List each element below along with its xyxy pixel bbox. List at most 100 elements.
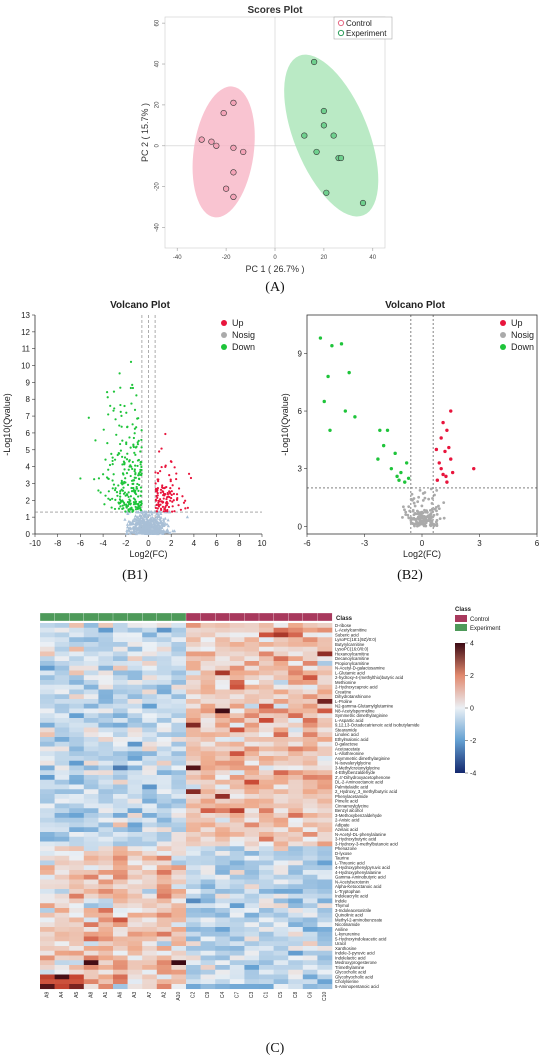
heatmap-cell [98,632,114,638]
heatmap-cell [302,646,318,652]
heatmap-cell [215,969,231,975]
nosig-point [154,531,158,535]
heatmap-cell [98,903,114,909]
heatmap-cell [259,908,274,914]
down-point [113,507,117,511]
heatmap-cell [142,784,158,790]
nosig-point [142,510,147,514]
heatmap-cell [259,661,274,667]
row-label: N2-gamma-Glutamylglutamine [335,704,394,709]
heatmap-cell [171,860,187,866]
down-point [107,497,110,500]
heatmap-cell [156,822,172,828]
heatmap-cell [215,689,231,695]
heatmap-cell [259,836,274,842]
up-point [166,496,169,499]
down-point [132,489,135,492]
heatmap-cell [54,646,70,652]
row-label: Palmitelaidic acid [335,784,369,789]
heatmap-cell [200,874,216,880]
heatmap-cell [229,846,245,852]
heatmap-cell [302,813,318,819]
heatmap-cell [98,775,114,781]
heatmap-cell [244,713,260,719]
heatmap-cell [200,941,216,947]
heatmap-cell [273,827,289,833]
up-point [159,470,162,473]
heatmap-cell [171,884,187,890]
x-tick-label: 0 [273,255,277,261]
row-label: Thymol [335,903,349,908]
heatmap-cell [127,827,143,833]
up-point [169,479,172,483]
heatmap-cell [317,703,333,709]
nosig-point [166,530,170,534]
heatmap-cell [40,955,55,961]
nosig-point [125,525,130,529]
down-point [127,502,130,506]
heatmap-cell [156,637,172,643]
heatmap-cell [113,798,128,804]
heatmap-cell [69,860,85,866]
heatmap-cell [273,684,289,690]
chart-title: Scores Plot [247,5,303,16]
heatmap-cell [200,675,216,681]
nosig-point [137,521,142,525]
heatmap-cell [127,798,143,804]
down-point [125,441,128,444]
heatmap-cell [171,960,187,966]
heatmap-cell [244,955,260,961]
heatmap-cell [200,722,216,728]
heatmap-cell [244,969,260,975]
experiment-point [337,154,345,162]
heatmap-cell [244,903,260,909]
heatmap-cell [54,969,70,975]
heatmap-cell [288,737,304,743]
y-tick-label: -20 [155,182,161,191]
heatmap-cell [83,808,99,814]
heatmap-cell [127,841,143,847]
down-point [131,423,134,426]
heatmap-cell [186,746,201,752]
heatmap-cell [288,860,304,866]
heatmap-cell [288,979,304,985]
heatmap-cell [273,760,289,766]
row-label: 9,12,13-Octadecatrienoic acid isobutylam… [335,723,420,728]
heatmap-cell [69,836,85,842]
scale-tick-label: -2 [470,738,476,745]
heatmap-cell [200,893,216,899]
heatmap-cell [186,713,201,719]
down-point [126,452,129,455]
heatmap-cell [288,908,304,914]
heatmap-cell [113,642,128,648]
row-label: Indole-3-pyruvic acid [335,951,375,956]
heatmap-cell [244,884,260,890]
row-label: Adipate [335,822,350,827]
heatmap-cell [302,760,318,766]
nosig-point [437,507,441,511]
heatmap-cell [69,670,85,676]
heatmap-cell [244,770,260,776]
nosig-point [140,516,144,520]
column-label: A4 [59,992,65,998]
heatmap-cell [259,699,274,705]
heatmap-cell [69,756,85,762]
heatmap-cell [171,917,187,923]
heatmap-cell [171,632,187,638]
down-point [128,436,131,439]
heatmap-cell [288,798,304,804]
heatmap-cell [302,960,318,966]
heatmap-cell [127,941,143,947]
heatmap-cell [317,623,333,629]
heatmap-cell [40,931,55,937]
heatmap-cell [156,722,172,728]
up-point [170,496,173,500]
heatmap-cell [98,732,114,738]
heatmap-cell [69,694,85,700]
heatmap-cell [54,722,70,728]
down-point [389,466,394,471]
column-label: C7 [234,992,240,999]
heatmap-cell [186,969,201,975]
heatmap-cell [244,680,260,686]
heatmap-cell [54,656,70,662]
